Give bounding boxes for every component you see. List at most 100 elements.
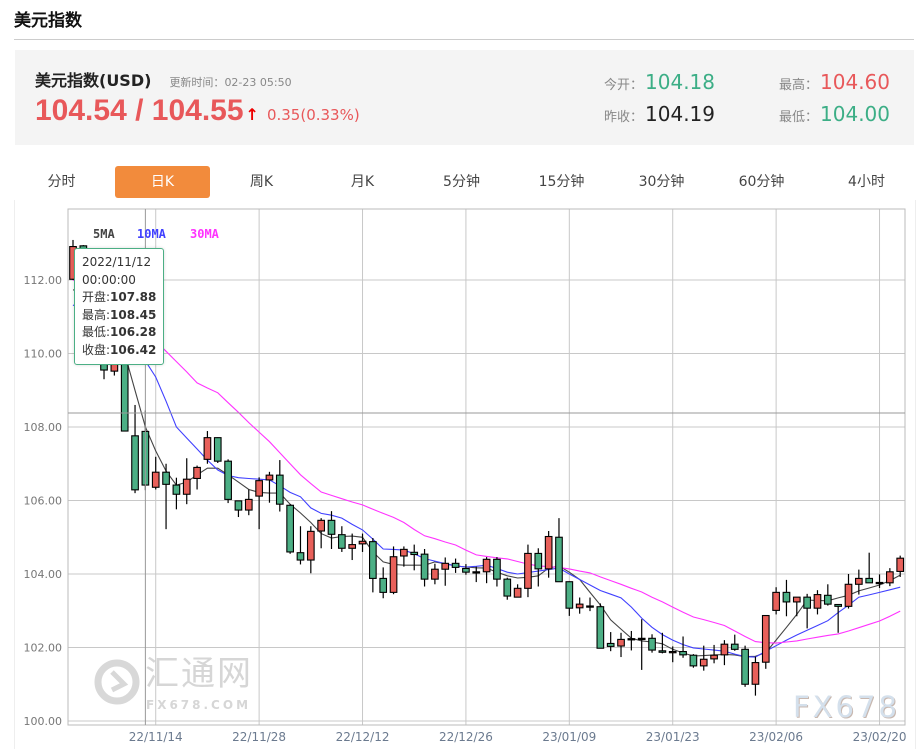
candle xyxy=(637,619,646,670)
candle xyxy=(823,584,832,606)
open-stat: 今开： 104.18 xyxy=(604,70,715,94)
candle xyxy=(482,557,491,584)
candle xyxy=(782,579,791,617)
candle xyxy=(761,614,770,669)
candle xyxy=(886,568,894,587)
candle xyxy=(441,557,450,586)
candle xyxy=(596,603,605,649)
tab-daily[interactable]: 日K xyxy=(115,166,210,198)
tab-5min[interactable]: 5分钟 xyxy=(443,174,480,190)
tab-weekly[interactable]: 周K xyxy=(249,174,274,190)
candle-body xyxy=(472,571,481,574)
candle-body xyxy=(234,500,243,511)
open-value: 104.18 xyxy=(645,70,715,94)
candle xyxy=(162,463,170,530)
y-tick-label: 110.00 xyxy=(24,348,63,361)
candle-body xyxy=(699,658,708,667)
tooltip-close: 收盘:106.42 xyxy=(82,342,156,360)
candle xyxy=(606,632,615,652)
period-tabs: 分时 日K 周K 月K 5分钟 15分钟 30分钟 60分钟 4小时 xyxy=(14,166,914,198)
candle-body xyxy=(400,548,408,557)
candle xyxy=(286,504,294,554)
candle xyxy=(410,544,419,571)
candle xyxy=(679,636,687,658)
candle-body xyxy=(369,541,377,579)
tab-4hour[interactable]: 4小时 xyxy=(848,174,885,190)
y-tick-label: 102.00 xyxy=(24,642,63,655)
x-tick-label: 23/02/06 xyxy=(749,730,803,744)
candle xyxy=(203,431,212,464)
candle-body xyxy=(586,605,594,608)
price-separator: / xyxy=(126,94,152,127)
candle xyxy=(431,563,439,585)
candle xyxy=(865,552,874,584)
candle-body xyxy=(637,637,646,641)
candles xyxy=(69,239,905,696)
candle-body xyxy=(151,471,160,488)
ask-price: 104.55 xyxy=(151,94,244,127)
update-time: 更新时间：02-23 05:50 xyxy=(169,74,291,90)
candle xyxy=(131,404,139,494)
candle xyxy=(337,526,346,552)
candle xyxy=(327,511,336,550)
candle-body xyxy=(627,638,636,641)
candle-body xyxy=(606,642,615,647)
candle xyxy=(854,569,863,595)
prev-close-stat: 昨收： 104.19 xyxy=(604,102,715,126)
candle xyxy=(503,577,512,600)
tab-60min[interactable]: 60分钟 xyxy=(738,174,785,190)
candle xyxy=(451,558,460,573)
y-tick-label: 112.00 xyxy=(24,274,63,287)
tab-monthly[interactable]: 月K xyxy=(350,174,375,190)
candle xyxy=(151,456,160,490)
candle xyxy=(358,533,367,552)
plot-frame xyxy=(67,208,906,726)
candle xyxy=(772,587,780,615)
candle xyxy=(565,581,574,616)
tooltip-time: 00:00:00 xyxy=(82,272,136,287)
low-value: 104.00 xyxy=(820,102,890,126)
candle-body xyxy=(482,558,491,573)
x-tick-label: 22/11/14 xyxy=(129,730,183,744)
tab-intraday[interactable]: 分时 xyxy=(47,174,76,190)
candle-body xyxy=(834,603,843,607)
candle xyxy=(875,574,884,588)
candle-body xyxy=(317,519,326,532)
candle xyxy=(420,549,429,587)
candle xyxy=(699,645,708,671)
legend-5ma: 5MA xyxy=(93,227,115,241)
candle-body xyxy=(648,637,656,651)
x-tick-label: 23/01/09 xyxy=(542,730,596,744)
tab-30min[interactable]: 30分钟 xyxy=(638,174,685,190)
candle-body xyxy=(420,553,429,580)
candle-body xyxy=(730,643,739,650)
tooltip-low-label: 最低: xyxy=(82,325,111,339)
candle-body xyxy=(741,648,749,685)
candle-body xyxy=(761,614,770,663)
candle-body xyxy=(792,596,801,603)
candle xyxy=(472,566,481,583)
watermark-logo-icon xyxy=(94,659,140,705)
candle-body xyxy=(327,519,336,535)
title-divider xyxy=(14,39,914,40)
candle xyxy=(627,630,636,651)
candle-body xyxy=(431,568,439,580)
bid-price: 104.54 xyxy=(35,94,127,127)
candle xyxy=(513,584,522,598)
candle xyxy=(306,526,315,574)
candle-body xyxy=(410,551,419,556)
tooltip-high: 最高:108.45 xyxy=(82,307,156,325)
low-label: 最低： xyxy=(779,110,819,125)
open-label: 今开： xyxy=(604,78,644,93)
candle-body xyxy=(162,471,170,485)
candle-body xyxy=(689,654,698,667)
candle-body xyxy=(720,643,729,656)
candle xyxy=(544,531,553,578)
tab-15min[interactable]: 15分钟 xyxy=(538,174,585,190)
candle-body xyxy=(596,606,605,649)
candle-body xyxy=(658,650,667,653)
candle xyxy=(224,459,232,504)
update-label: 更新时间： xyxy=(169,76,225,89)
prev-close-value: 104.19 xyxy=(645,102,715,126)
